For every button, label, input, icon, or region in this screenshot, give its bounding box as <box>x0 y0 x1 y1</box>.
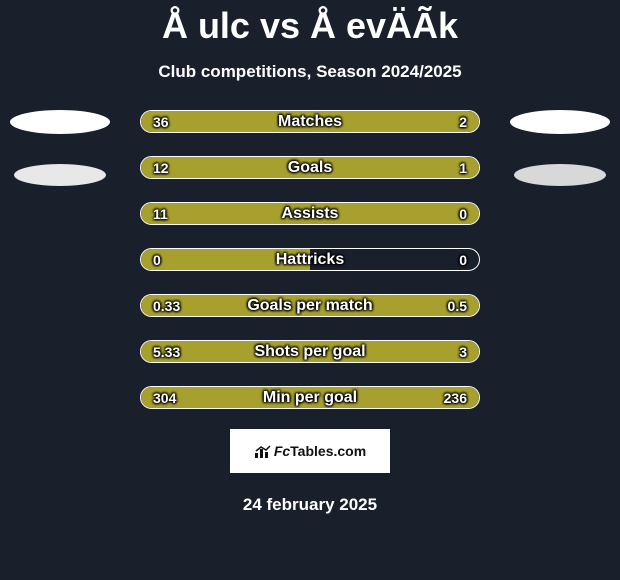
stat-value-right: 2 <box>459 111 467 132</box>
right-player-col <box>510 110 610 216</box>
stat-value-left: 304 <box>153 387 176 408</box>
stat-value-left: 0 <box>153 249 161 270</box>
stat-value-right: 0 <box>459 249 467 270</box>
page-subtitle: Club competitions, Season 2024/2025 <box>0 62 620 82</box>
bar-fill-right <box>405 111 479 132</box>
logo-box: FcTables.com <box>230 429 390 473</box>
bar-fill-right <box>425 157 479 178</box>
stat-bar: 110Assists <box>140 202 480 225</box>
date: 24 february 2025 <box>0 495 620 515</box>
stat-bar: 5.333Shots per goal <box>140 340 480 363</box>
logo-text: FcTables.com <box>254 443 366 459</box>
stat-value-left: 11 <box>153 203 168 224</box>
player-photo-right <box>510 110 610 134</box>
player-flag-left <box>14 164 106 186</box>
stat-bars: 362Matches121Goals110Assists00Hattricks0… <box>140 110 480 409</box>
stat-value-right: 1 <box>459 157 467 178</box>
player-photo-left <box>10 110 110 134</box>
stat-bar: 362Matches <box>140 110 480 133</box>
stat-value-right: 3 <box>459 341 467 362</box>
stat-value-left: 12 <box>153 157 169 178</box>
bar-fill-left <box>141 157 425 178</box>
stat-bar: 0.330.5Goals per match <box>140 294 480 317</box>
stat-value-right: 236 <box>444 387 467 408</box>
bar-fill-left <box>141 111 405 132</box>
stat-value-left: 0.33 <box>153 295 180 316</box>
bar-fill-left <box>141 203 479 224</box>
stat-bar: 304236Min per goal <box>140 386 480 409</box>
player-flag-right <box>514 164 606 186</box>
stats-area: 362Matches121Goals110Assists00Hattricks0… <box>0 110 620 409</box>
page-title: Å ulc vs Å evÄÃ­k <box>0 5 620 47</box>
stat-value-right: 0.5 <box>448 295 467 316</box>
bar-fill-left <box>141 249 310 270</box>
left-player-col <box>10 110 110 216</box>
stat-bar: 121Goals <box>140 156 480 179</box>
stat-value-right: 0 <box>459 203 467 224</box>
stat-value-left: 36 <box>153 111 169 132</box>
stat-bar: 00Hattricks <box>140 248 480 271</box>
stat-value-left: 5.33 <box>153 341 180 362</box>
